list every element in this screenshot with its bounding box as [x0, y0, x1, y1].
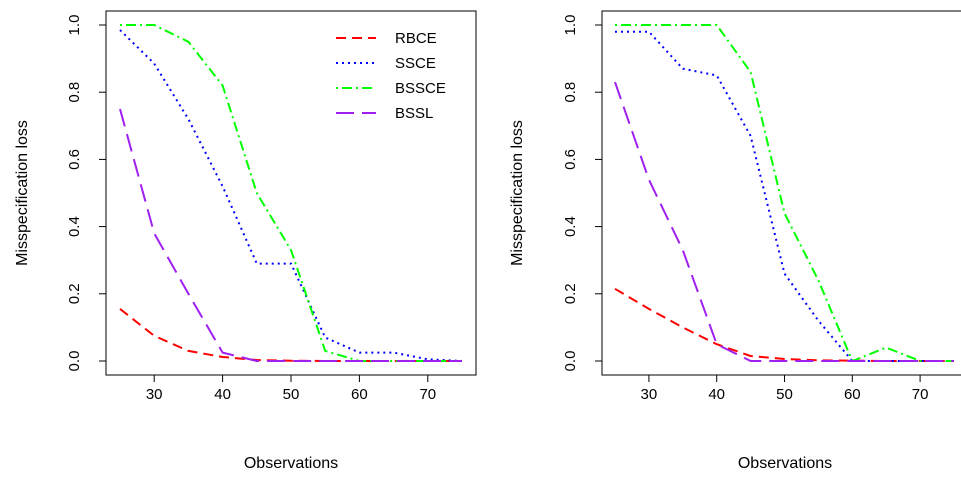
y-tick-label: 0.0 — [66, 351, 83, 372]
y-tick-label: 0.8 — [66, 82, 83, 103]
x-tick-label: 50 — [776, 386, 793, 403]
x-tick-label: 30 — [146, 386, 163, 403]
y-tick-label: 0.0 — [562, 351, 579, 372]
series-line-bssl — [119, 108, 462, 362]
series-line-bssl — [614, 81, 954, 362]
x-tick-label: 70 — [419, 386, 436, 403]
x-axis-label: Observations — [244, 455, 338, 472]
series-line-bssce — [615, 24, 954, 362]
y-axis-label: Misspecification loss — [509, 120, 526, 266]
x-axis-label: Observations — [738, 455, 832, 472]
y-tick-label: 0.6 — [66, 149, 83, 170]
x-tick-label: 60 — [844, 386, 861, 403]
x-tick-label: 40 — [708, 386, 725, 403]
series-line-rbce — [119, 308, 462, 362]
y-tick-label: 1.0 — [66, 15, 83, 36]
y-tick-label: 0.8 — [562, 82, 579, 103]
x-tick-label: 30 — [641, 386, 658, 403]
chart-panel-left: 30 40 50 60 70 0.0 0.2 0.4 0.6 0.8 1.0 Observations… — [14, 10, 477, 472]
series-line-bssce — [120, 24, 462, 362]
series-line-rbce — [614, 287, 954, 362]
x-tick-label: 60 — [351, 386, 368, 403]
legend-label: BSSCE — [395, 80, 446, 97]
series-line-ssce — [119, 29, 463, 362]
y-tick-label: 0.2 — [66, 283, 83, 304]
y-tick-label: 0.6 — [562, 149, 579, 170]
x-tick-label: 70 — [912, 386, 929, 403]
x-tick-label: 50 — [283, 386, 300, 403]
series-line-ssce — [615, 30, 954, 362]
y-axis-label: Misspecification loss — [14, 120, 31, 266]
legend-label: BSSL — [395, 105, 433, 122]
y-tick-label: 0.4 — [66, 216, 83, 237]
y-axis: 0.0 0.2 0.4 0.6 0.8 1.0 — [562, 15, 602, 372]
legend-label: SSCE — [395, 55, 436, 72]
legend: RBCE SSCE BSSCE BSSL — [336, 30, 446, 122]
y-tick-label: 0.2 — [562, 283, 579, 304]
y-tick-label: 0.4 — [562, 216, 579, 237]
y-tick-label: 1.0 — [562, 15, 579, 36]
x-axis: 30 40 50 60 70 — [146, 375, 436, 403]
y-axis: 0.0 0.2 0.4 0.6 0.8 1.0 — [66, 15, 106, 372]
legend-label: RBCE — [395, 30, 437, 47]
chart-panel-right: 30 40 50 60 70 0.0 0.2 0.4 0.6 0.8 1.0 Observations… — [509, 10, 961, 472]
x-axis: 30 40 50 60 70 — [641, 375, 929, 403]
x-tick-label: 40 — [214, 386, 231, 403]
